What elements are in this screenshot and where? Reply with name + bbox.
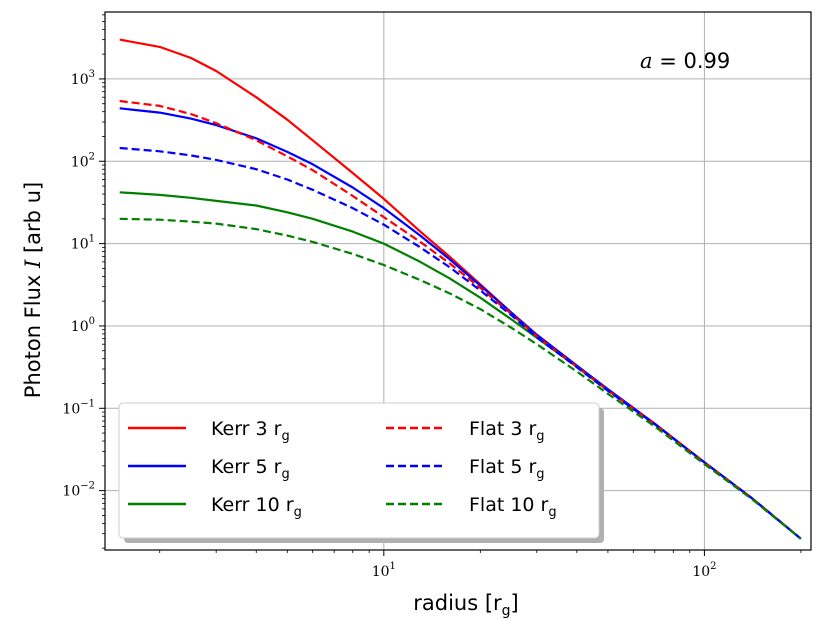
legend-label-main: Kerr 5 r xyxy=(211,456,282,478)
annotation-rest: = 0.99 xyxy=(653,49,731,73)
x-axis-label-main: radius [r xyxy=(413,591,502,615)
legend-label-4: Flat 3 rg xyxy=(469,418,545,444)
legend-label-5: Flat 5 rg xyxy=(469,456,545,482)
legend-label-sub: g xyxy=(281,429,289,444)
y-tick-base: 10 xyxy=(71,237,89,253)
x-axis-label-sub: g xyxy=(502,603,511,619)
y-tick-base: 10 xyxy=(62,401,80,417)
y-tick-base: 10 xyxy=(71,154,89,170)
legend-label-sub: g xyxy=(294,505,302,520)
y-axis-label-main: Photon Flux xyxy=(21,268,45,398)
x-tick-base: 10 xyxy=(692,564,710,580)
legend-label-main: Kerr 10 r xyxy=(211,494,294,516)
legend-box xyxy=(118,402,600,539)
series-line-6 xyxy=(119,217,802,540)
legend-label-3: Kerr 10 rg xyxy=(211,494,302,520)
legend-label-main: Flat 5 r xyxy=(469,456,536,478)
y-tick-label: 100 xyxy=(71,316,95,335)
y-tick-base: 10 xyxy=(71,72,89,88)
series-line-4 xyxy=(119,99,802,540)
y-tick-exp: 0 xyxy=(89,316,95,327)
legend-label-6: Flat 10 rg xyxy=(469,494,557,520)
y-tick-base: 10 xyxy=(62,484,80,500)
x-axis-label-close: ] xyxy=(511,591,519,615)
x-tick-label: 101 xyxy=(372,561,396,580)
x-tick-base: 10 xyxy=(372,564,390,580)
y-tick-label: 102 xyxy=(71,151,95,170)
series-group xyxy=(119,38,802,540)
y-tick-base: 10 xyxy=(71,319,89,335)
legend-label-sub: g xyxy=(548,505,556,520)
y-axis-label: Photon Flux I [arb u] xyxy=(21,182,45,398)
annotation-italic: a xyxy=(640,49,653,73)
legend-label-2: Kerr 5 rg xyxy=(211,456,290,482)
plot-frame xyxy=(104,11,812,551)
x-tick-label: 102 xyxy=(692,561,716,580)
x-tick-exp: 1 xyxy=(390,561,396,572)
legend-label-sub: g xyxy=(536,467,544,482)
legend-label-main: Flat 3 r xyxy=(469,418,536,440)
y-tick-exp: 2 xyxy=(89,151,95,162)
x-axis-label: radius [rg] xyxy=(413,591,519,619)
legend-label-main: Flat 10 r xyxy=(469,494,549,516)
y-tick-exp: −2 xyxy=(80,481,95,492)
legend-label-sub: g xyxy=(281,467,289,482)
y-tick-label: 10−1 xyxy=(62,398,95,417)
series-line-5 xyxy=(119,146,802,540)
y-axis-label-tail: [arb u] xyxy=(21,182,45,260)
y-tick-exp: 1 xyxy=(89,234,95,245)
y-axis-label-italic: I xyxy=(21,259,45,269)
y-tick-exp: 3 xyxy=(89,69,95,80)
x-tick-exp: 2 xyxy=(710,561,716,572)
y-tick-exp: −1 xyxy=(80,398,95,409)
legend-label-1: Kerr 3 rg xyxy=(211,418,290,444)
y-tick-label: 10−2 xyxy=(62,481,95,500)
y-tick-label: 103 xyxy=(71,69,95,88)
spin-annotation: a = 0.99 xyxy=(640,49,730,73)
legend-label-sub: g xyxy=(536,429,544,444)
legend-label-main: Kerr 3 r xyxy=(211,418,282,440)
y-tick-label: 101 xyxy=(71,234,95,253)
